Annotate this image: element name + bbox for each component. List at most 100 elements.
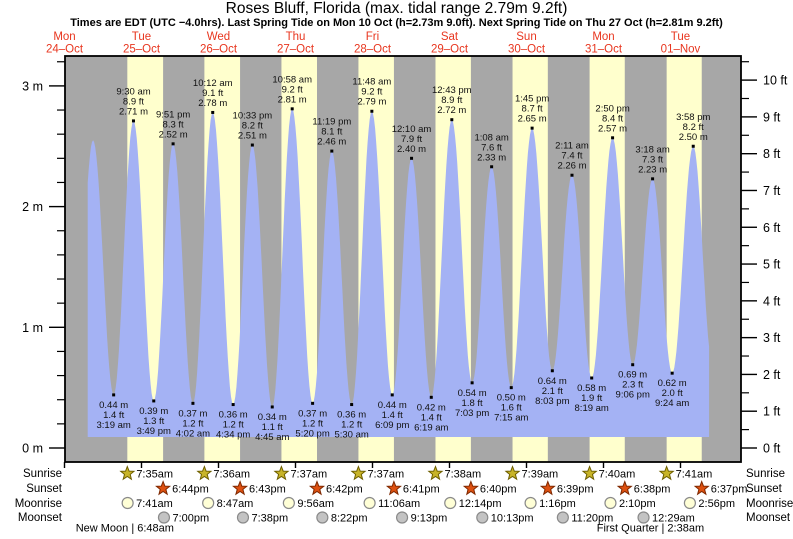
high-tide-metres: 2.71 m [119,106,148,117]
moonset-icon [476,511,489,524]
high-tide-time: 10:58 am [272,74,312,85]
moonrise-time: 7:41am [136,498,173,510]
high-tide-feet: 8.1 ft [321,127,342,138]
sunrise-time: 7:37am [367,469,404,481]
day-label-date: 27–Oct [277,44,315,56]
tide-point-dot [450,118,454,122]
high-tide-time: 3:58 pm [676,112,710,123]
high-tide-time: 9:30 am [116,86,150,97]
high-tide-time: 2:11 am [555,141,589,152]
sunset-time: 6:40pm [480,484,517,496]
y-axis-label-m: 1 m [22,321,43,335]
high-tide-metres: 2.46 m [317,137,346,148]
moonset-time: 7:38pm [251,513,288,525]
day-label-weekday: Wed [207,31,230,43]
high-tide-time: 2:50 pm [595,103,629,114]
low-tide-feet: 2.0 ft [662,388,683,399]
moonrise-time: 2:56pm [698,498,735,510]
high-tide-feet: 7.4 ft [561,151,582,162]
low-tide-feet: 1.3 ft [143,416,164,427]
sunrise-time: 7:37am [290,469,327,481]
day-label-weekday: Tue [671,31,690,43]
low-tide-metres: 0.39 m [139,406,168,417]
low-tide-feet: 1.8 ft [462,398,483,409]
tide-point-dot [390,393,394,397]
sunset-icon [155,480,172,496]
tide-point-dot [670,371,674,375]
sunrise-icon [658,465,675,481]
sunrise-time: 7:36am [213,469,250,481]
sunrise-icon [581,465,598,481]
high-tide-feet: 8.4 ft [602,113,623,124]
day-label-weekday: Thu [286,31,306,43]
moonrise-icon [604,496,617,510]
low-tide-time: 3:49 pm [137,426,171,437]
high-tide-feet: 7.3 ft [642,154,663,165]
low-tide-metres: 0.69 m [618,370,647,381]
low-tide-time: 3:19 am [96,420,130,431]
high-tide-metres: 2.26 m [557,161,586,172]
high-tide-feet: 8.7 ft [522,104,543,115]
low-tide-metres: 0.62 m [658,378,687,389]
low-tide-time: 5:20 pm [295,428,329,439]
high-tide-feet: 9.1 ft [202,88,223,99]
moonrise-icon [121,496,134,510]
low-tide-metres: 0.44 m [378,400,407,411]
tide-point-dot [611,136,615,140]
low-tide-feet: 2.3 ft [622,380,643,391]
high-tide-time: 1:08 am [474,132,508,143]
sunrise-icon [504,465,521,481]
moonrise-icon [444,496,457,510]
sunset-time: 6:37pm [711,484,748,496]
tide-point-dot [509,386,513,390]
low-tide-metres: 0.54 m [458,388,487,399]
tide-point-dot [570,173,574,177]
high-tide-metres: 2.79 m [357,97,386,108]
sunrise-time: 7:39am [522,469,559,481]
sunrise-icon [427,465,444,481]
tide-point-dot [231,403,235,407]
sunrise-icon [196,465,213,481]
high-tide-feet: 7.6 ft [481,142,502,153]
moonset-icon [556,511,569,524]
moonset-time: 10:13pm [491,513,534,525]
low-tide-metres: 0.50 m [497,393,526,404]
moonrise-icon [363,496,376,510]
y-axis-label-ft: 4 ft [763,294,781,308]
y-axis-label-ft: 0 ft [763,442,781,456]
low-tide-metres: 0.37 m [298,408,327,419]
sunrise-row-label-right: Sunrise [746,468,785,480]
day-label-weekday: Fri [366,31,379,43]
sunset-icon [232,480,249,496]
low-tide-time: 4:34 pm [216,430,250,441]
tide-point-dot [152,399,156,403]
day-label-date: 31–Oct [585,44,623,56]
high-tide-metres: 2.51 m [238,131,267,142]
day-label-date: 26–Oct [200,44,238,56]
y-axis-label-ft: 8 ft [763,147,781,161]
y-axis-label-m: 3 m [22,79,43,93]
tide-point-dot [350,403,354,407]
high-tide-time: 1:45 pm [515,94,549,105]
y-axis-label-m: 0 m [22,442,43,456]
moonset-time: 7:00pm [172,513,209,525]
moonrise-time: 11:06am [378,498,420,510]
tide-point-dot [470,381,474,385]
high-tide-metres: 2.81 m [278,94,307,105]
tide-point-dot [429,395,433,399]
sunrise-time: 7:38am [444,469,481,481]
sunset-time: 6:39pm [557,484,594,496]
moonrise-icon [202,496,215,510]
plot-frame [64,55,742,463]
low-tide-time: 6:09 pm [375,420,409,431]
sunrise-time: 7:41am [676,469,713,481]
tide-point-dot [171,142,175,146]
sunset-icon [616,480,633,496]
tide-point-dot [590,376,594,380]
y-axis-label-ft: 10 ft [763,74,788,88]
y-axis-label-ft: 6 ft [763,221,781,235]
low-tide-feet: 1.9 ft [581,393,602,404]
tide-point-dot [211,110,215,114]
y-axis-label-m: 2 m [22,200,43,214]
